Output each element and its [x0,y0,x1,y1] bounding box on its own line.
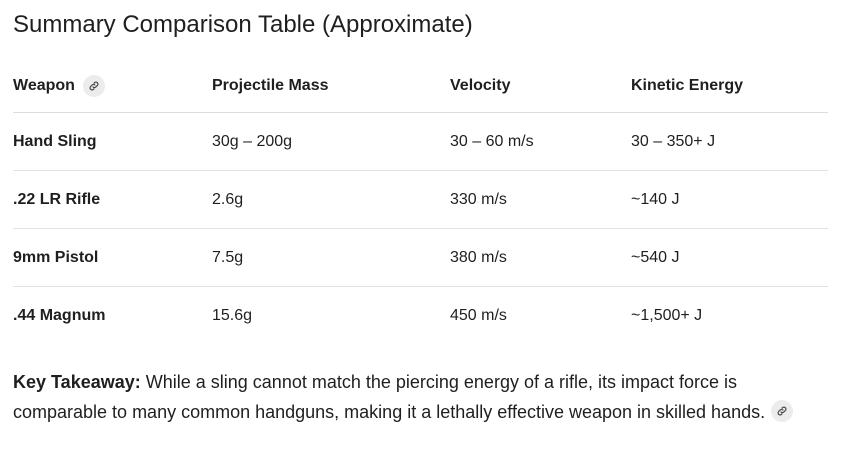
comparison-table: Weapon Projectile Mass Velocity Kinetic … [13,60,828,345]
cell-velocity: 450 m/s [450,307,507,324]
cell-mass: 30g – 200g [212,132,293,150]
header-cell-velocity: Velocity [450,77,511,94]
link-button[interactable] [82,75,105,97]
table-header-row: Weapon Projectile Mass Velocity Kinetic … [13,60,828,113]
table-row: .22 LR Rifle 2.6g 330 m/s ~140 J [13,171,828,229]
cell-energy: ~140 J [631,190,680,208]
cell-weapon: .22 LR Rifle [13,190,101,208]
cell-weapon: .44 Magnum [13,307,106,324]
cell-mass: 2.6g [212,190,244,208]
takeaway-text: While a sling cannot match the piercing … [13,372,766,422]
header-cell-weapon: Weapon [13,75,212,97]
cell-velocity: 380 m/s [450,248,507,266]
cell-velocity: 30 – 60 m/s [450,132,534,150]
cell-mass: 7.5g [212,248,244,266]
cell-energy: ~540 J [631,248,680,266]
cell-weapon: Hand Sling [13,132,97,150]
link-button[interactable] [771,400,794,423]
table-row: Hand Sling 30g – 200g 30 – 60 m/s 30 – 3… [13,113,828,171]
cell-mass: 15.6g [212,307,253,324]
header-cell-mass: Projectile Mass [212,77,329,94]
link-icon [777,406,787,416]
cell-energy: 30 – 350+ J [631,132,716,150]
header-label: Weapon [13,77,75,94]
table-row: 9mm Pistol 7.5g 380 m/s ~540 J [13,229,828,287]
header-cell-energy: Kinetic Energy [631,77,744,94]
table-row: .44 Magnum 15.6g 450 m/s ~1,500+ J [13,287,828,345]
key-takeaway-paragraph: Key Takeaway: While a sling cannot match… [13,367,833,427]
cell-weapon: 9mm Pistol [13,248,99,266]
cell-velocity: 330 m/s [450,190,507,208]
takeaway-label: Key Takeaway: [13,372,141,392]
link-icon [89,81,99,91]
cell-energy: ~1,500+ J [631,307,703,324]
page-title: Summary Comparison Table (Approximate) [13,11,473,38]
